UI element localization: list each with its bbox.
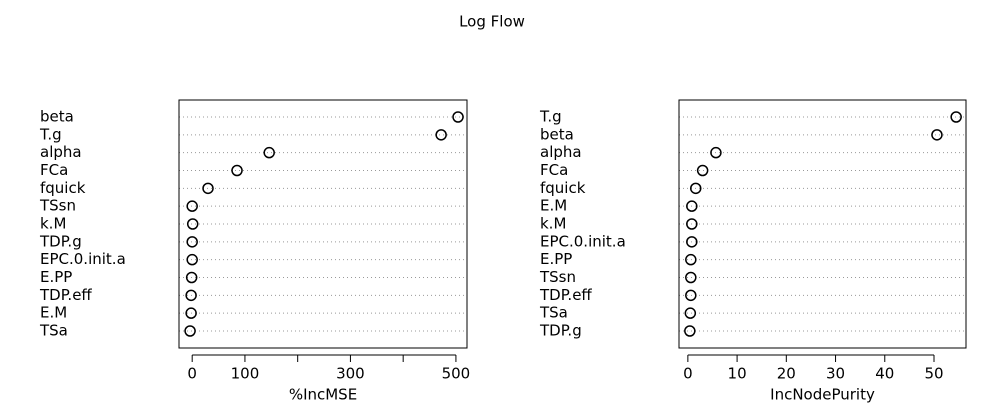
category-label: E.M: [540, 197, 567, 215]
plot-frame: [678, 99, 967, 349]
category-label: FCa: [540, 161, 568, 179]
x-tick-label: 50: [924, 365, 943, 383]
category-label: alpha: [540, 143, 582, 161]
category-label: fquick: [40, 179, 86, 197]
category-label: FCa: [40, 161, 68, 179]
category-label: T.g: [539, 108, 562, 126]
dot: [185, 289, 197, 302]
category-label: E.PP: [540, 250, 572, 268]
dot: [186, 253, 198, 266]
dot: [684, 307, 697, 319]
dot: [685, 289, 697, 302]
category-label: T.g: [39, 125, 62, 143]
category-label: E.PP: [40, 268, 72, 286]
dot: [950, 111, 962, 123]
category-label: TSa: [539, 304, 568, 322]
category-label: TDP.eff: [39, 286, 92, 304]
dot: [231, 164, 243, 177]
category-label: TDP.g: [39, 232, 82, 250]
dot: [202, 182, 214, 195]
dot: [931, 129, 943, 141]
dot: [185, 271, 198, 284]
dot: [685, 271, 697, 284]
plot-frame: [178, 99, 468, 349]
x-tick-label: 10: [728, 365, 747, 383]
dot: [686, 218, 698, 230]
category-label: k.M: [40, 215, 66, 233]
figure-title: Log Flow: [459, 13, 525, 31]
dot: [452, 111, 464, 123]
category-label: E.M: [40, 304, 67, 322]
category-label: TDP.eff: [539, 286, 592, 304]
category-label: TDP.g: [539, 322, 582, 340]
dot: [263, 146, 275, 159]
dot: [186, 200, 198, 212]
category-label: beta: [540, 125, 574, 143]
category-label: alpha: [40, 143, 82, 161]
dot: [185, 307, 197, 319]
dot: [435, 129, 447, 141]
dot: [686, 200, 698, 212]
dot: [696, 164, 709, 177]
x-tick-label: 40: [875, 365, 894, 383]
category-label: beta: [40, 108, 74, 126]
dot: [184, 325, 196, 337]
x-tick-label: 20: [777, 365, 796, 383]
dot: [710, 146, 722, 159]
category-label: fquick: [540, 179, 586, 197]
category-label: EPC.0.init.a: [540, 232, 626, 250]
dot: [685, 253, 697, 266]
x-tick-label: 100: [231, 365, 260, 383]
dot: [684, 325, 696, 337]
x-axis-label: %IncMSE: [289, 386, 357, 404]
x-tick-label: 30: [826, 365, 845, 383]
dot: [689, 182, 702, 195]
x-tick-label: 0: [187, 365, 197, 383]
category-label: EPC.0.init.a: [40, 250, 126, 268]
x-tick-label: 500: [442, 365, 471, 383]
category-label: TSa: [39, 322, 68, 340]
category-label: TSsn: [39, 197, 76, 215]
x-tick-label: 0: [683, 365, 693, 383]
dot: [686, 236, 698, 248]
category-label: TSsn: [539, 268, 576, 286]
x-tick-label: 300: [336, 365, 365, 383]
category-label: k.M: [540, 215, 566, 233]
dot: [186, 236, 198, 248]
dot: [186, 218, 199, 230]
x-axis-label: IncNodePurity: [770, 386, 875, 404]
